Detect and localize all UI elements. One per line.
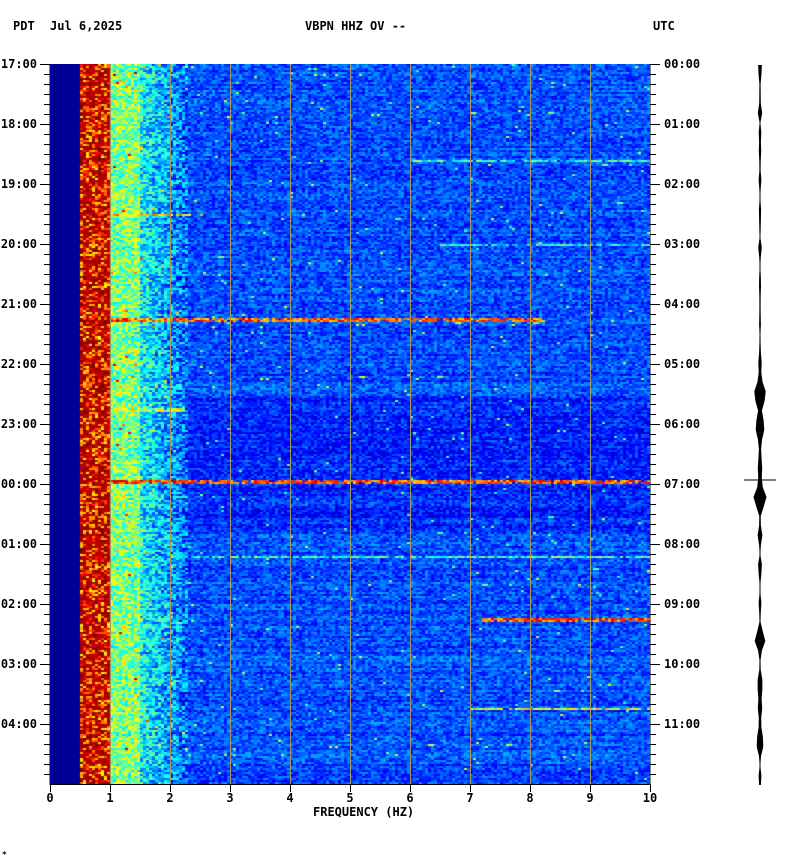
y-tick-label-right: 06:00 bbox=[664, 417, 701, 431]
x-tick-label: 3 bbox=[226, 791, 234, 805]
y-tick-label-left: 22:00 bbox=[0, 357, 37, 371]
x-tick-label: 6 bbox=[406, 791, 414, 805]
y-tick-label-right: 07:00 bbox=[664, 477, 701, 491]
x-tick-label: 9 bbox=[586, 791, 594, 805]
x-tick-label: 8 bbox=[526, 791, 534, 805]
y-tick-label-left: 20:00 bbox=[0, 237, 37, 251]
y-tick-label-left: 02:00 bbox=[0, 597, 37, 611]
x-tick-label: 4 bbox=[286, 791, 294, 805]
y-tick-label-left: 00:00 bbox=[0, 477, 37, 491]
y-tick-label-right: 04:00 bbox=[664, 297, 701, 311]
y-tick-label-left: 01:00 bbox=[0, 537, 37, 551]
y-tick-label-right: 05:00 bbox=[664, 357, 701, 371]
y-tick-label-right: 01:00 bbox=[664, 117, 701, 131]
x-tick-label: 0 bbox=[46, 791, 54, 805]
y-tick-label-right: 00:00 bbox=[664, 57, 701, 71]
x-tick-label: 2 bbox=[166, 791, 174, 805]
y-tick-label-left: 21:00 bbox=[0, 297, 37, 311]
left-timezone-label: PDT bbox=[13, 19, 35, 33]
seismogram-trace bbox=[744, 65, 776, 785]
x-tick-label: 10 bbox=[642, 791, 658, 805]
y-tick-label-left: 23:00 bbox=[0, 417, 37, 431]
y-tick-label-right: 09:00 bbox=[664, 597, 701, 611]
y-tick-label-right: 02:00 bbox=[664, 177, 701, 191]
x-tick-label: 1 bbox=[106, 791, 114, 805]
footer-mark: * bbox=[2, 850, 7, 859]
y-tick-label-left: 18:00 bbox=[0, 117, 37, 131]
y-tick-label-right: 10:00 bbox=[664, 657, 701, 671]
x-tick-label: 7 bbox=[466, 791, 474, 805]
date-label: Jul 6,2025 bbox=[50, 19, 123, 33]
y-tick-label-right: 11:00 bbox=[664, 717, 701, 731]
y-tick-label-left: 03:00 bbox=[0, 657, 37, 671]
y-tick-label-right: 03:00 bbox=[664, 237, 701, 251]
x-axis-title: FREQUENCY (HZ) bbox=[313, 805, 415, 819]
y-tick-label-left: 04:00 bbox=[0, 717, 37, 731]
right-timezone-label: UTC bbox=[653, 19, 675, 33]
y-tick-label-left: 19:00 bbox=[0, 177, 37, 191]
y-tick-label-left: 17:00 bbox=[0, 57, 37, 71]
y-tick-label-right: 08:00 bbox=[664, 537, 701, 551]
x-tick-label: 5 bbox=[346, 791, 354, 805]
station-title: VBPN HHZ OV -- bbox=[305, 19, 407, 33]
